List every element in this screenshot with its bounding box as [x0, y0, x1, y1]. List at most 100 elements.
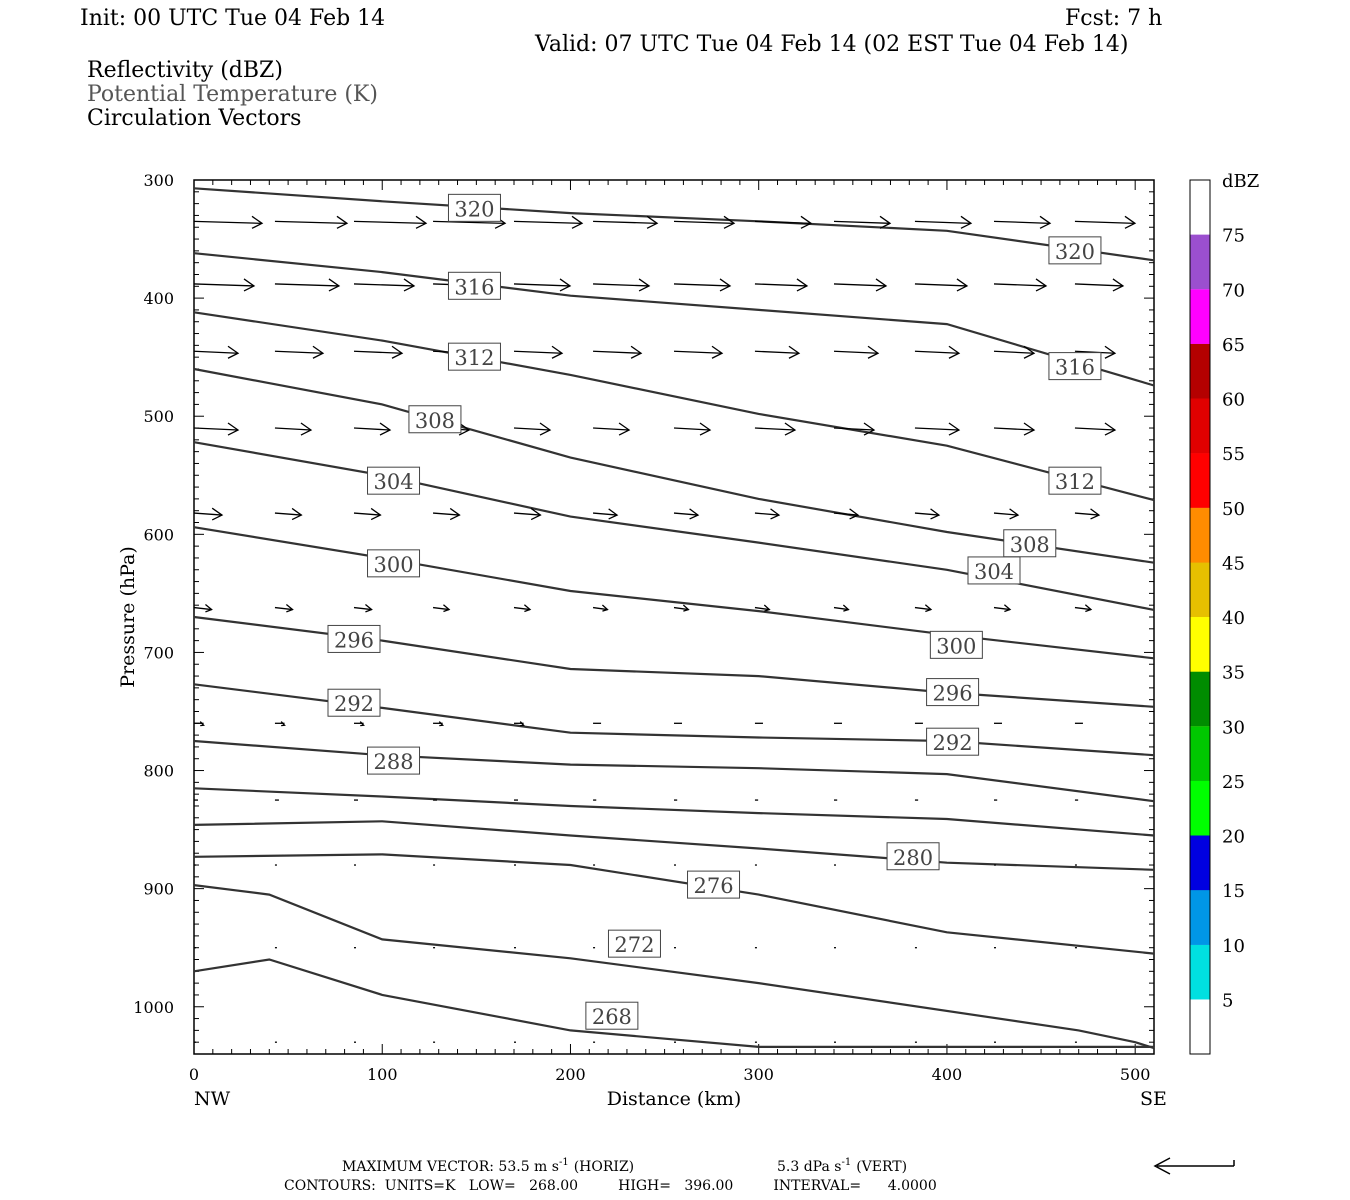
vector-head	[458, 422, 471, 436]
vector-shaft	[513, 283, 571, 287]
contour-label: 296	[933, 682, 973, 706]
y-tick-label: 300	[143, 171, 174, 190]
vector-head	[646, 215, 659, 229]
colorbar-label: 55	[1222, 444, 1245, 465]
theta-contour-280	[193, 820, 1155, 871]
field-label-reflectivity: Reflectivity (dBZ)	[87, 58, 283, 83]
theta-contour-316	[193, 252, 1155, 387]
colorbar-label: 40	[1222, 608, 1245, 629]
contour-label-box	[967, 556, 1021, 585]
vector-shaft	[353, 350, 403, 354]
theta-contour-284	[193, 787, 1155, 837]
x-tick-label: 0	[189, 1065, 199, 1084]
vector-shaft	[1074, 283, 1123, 287]
field-label-theta: Potential Temperature (K)	[87, 82, 378, 107]
vector-head	[638, 278, 651, 292]
contour-label: 272	[614, 933, 654, 957]
vector-shaft	[432, 606, 450, 611]
vector-head	[796, 278, 809, 292]
vector-shaft	[993, 606, 1011, 611]
theta-contour-308	[193, 367, 1155, 564]
colorbar-label: 50	[1222, 499, 1245, 520]
vector-head	[280, 721, 286, 727]
colorbar-label: 15	[1222, 881, 1245, 902]
theta-contour-272	[193, 884, 1155, 1050]
contour-label-box	[367, 466, 421, 495]
vector-head	[1112, 278, 1125, 292]
vector-shaft	[433, 512, 460, 516]
vector-shaft	[274, 283, 339, 287]
reflectivity-colorbar: 5 10 15 20 25 30 35 40 45 50 55 60 65 70 75	[1189, 179, 1245, 1055]
x-tick-label: 300	[743, 1065, 774, 1084]
vector-head	[251, 215, 264, 229]
colorbar-label: 65	[1222, 335, 1245, 356]
theta-contour-276	[193, 853, 1155, 955]
vector-shaft	[513, 427, 551, 431]
contour-label: 300	[936, 634, 976, 658]
vector-head	[523, 604, 532, 613]
vector-shaft	[433, 220, 506, 224]
reference-vector-icon	[1153, 1157, 1235, 1175]
contour-label-box	[1048, 466, 1102, 495]
y-tick-label: 800	[143, 762, 174, 781]
colorbar-seg-fill	[1190, 398, 1210, 454]
contour-label-box	[607, 929, 661, 958]
vector-shaft	[914, 283, 967, 287]
vector-shaft	[593, 283, 650, 287]
vector-shaft	[513, 512, 541, 516]
x-axis-label: Distance (km)	[607, 1088, 742, 1110]
vector-shaft	[833, 427, 875, 431]
vector-head	[1039, 215, 1052, 229]
contour-label-box	[926, 678, 980, 707]
axis-ticks	[193, 179, 1155, 1055]
colorbar-seg-fill	[1190, 234, 1210, 290]
vector-shaft	[993, 512, 1019, 516]
vector-shaft	[193, 350, 239, 354]
vector-head	[312, 345, 325, 359]
colorbar-seg-fill	[1190, 726, 1210, 781]
vector-head	[630, 345, 643, 359]
contour-label-box	[447, 193, 501, 222]
vector-head	[403, 278, 416, 292]
colorbar-seg	[1190, 180, 1210, 235]
contour-label-box	[585, 1001, 639, 1030]
vector-shaft	[754, 512, 779, 516]
vector-shaft	[993, 427, 1035, 431]
vector-head	[1104, 345, 1117, 359]
circulation-vectors	[193, 215, 1137, 1043]
vector-shaft	[593, 220, 658, 224]
contour-label: 296	[334, 628, 374, 652]
contour-label: 276	[693, 874, 733, 898]
init-time: Init: 00 UTC Tue 04 Feb 14	[80, 6, 385, 31]
vector-head	[530, 507, 542, 521]
y-axis: 300 400 500 600 700 800 900 1000	[133, 171, 174, 1017]
contour-label-box	[1048, 236, 1102, 265]
vector-head	[1090, 508, 1101, 520]
colorbar-seg-fill	[1190, 890, 1210, 945]
vector-head	[449, 507, 461, 521]
vector-shaft	[592, 606, 608, 611]
contour-label: 316	[454, 275, 494, 299]
vector-shaft	[673, 220, 735, 224]
vector-head	[1035, 278, 1048, 292]
vector-head	[443, 604, 451, 613]
colorbar-seg-fill	[1190, 780, 1210, 836]
vector-head	[336, 215, 349, 229]
colorbar-seg-bottom	[1190, 999, 1210, 1054]
vector-shaft	[274, 427, 311, 431]
vector-shaft	[754, 283, 807, 287]
valid-time: Valid: 07 UTC Tue 04 Feb 14 (02 EST Tue …	[534, 32, 1129, 57]
vector-shaft	[193, 283, 255, 287]
vector-shaft	[513, 606, 531, 611]
contour-label: 288	[373, 750, 413, 774]
vector-head	[359, 721, 365, 727]
contour-label-box	[1048, 352, 1102, 381]
contour-label: 280	[893, 846, 933, 870]
vector-head	[699, 422, 712, 436]
vector-shaft	[513, 220, 583, 224]
vector-head	[960, 215, 973, 229]
vector-head	[711, 345, 724, 359]
y-tick-label: 500	[143, 407, 174, 426]
vector-head	[863, 422, 876, 436]
